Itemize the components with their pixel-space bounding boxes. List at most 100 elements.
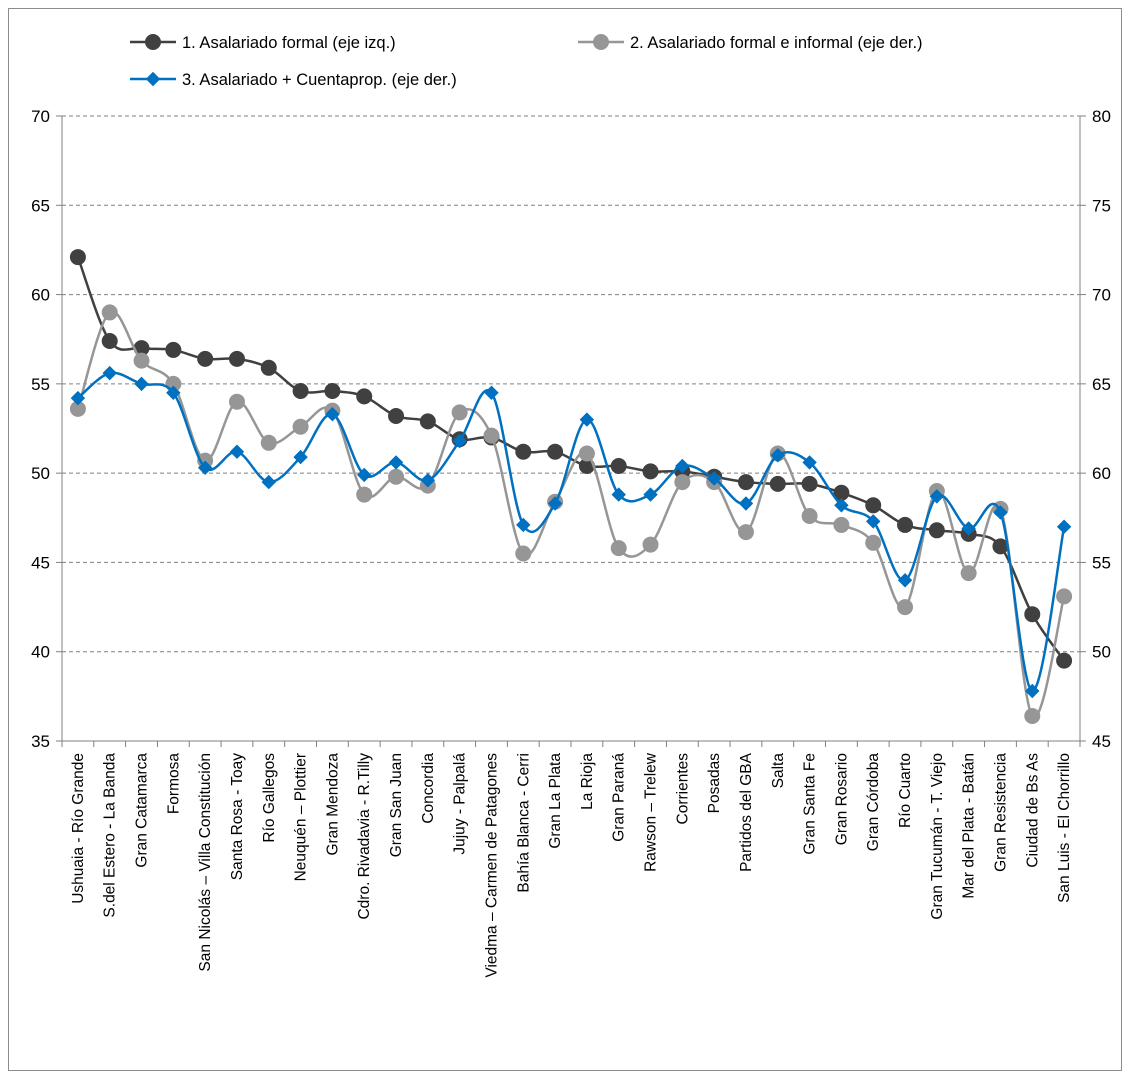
series-2-point: [674, 474, 691, 491]
series-2-point: [260, 434, 277, 451]
series-1-point: [737, 474, 754, 491]
series-3-point: [897, 573, 913, 588]
series-3-point: [802, 455, 817, 470]
right-tick-label: 50: [1092, 643, 1111, 662]
category-label: Viedma – Carmen de Patagones: [483, 753, 500, 978]
right-tick-label: 55: [1092, 553, 1111, 572]
series-1-point: [260, 359, 277, 376]
right-tick-label: 65: [1092, 375, 1111, 394]
series-1-point: [69, 249, 86, 266]
series-2-point: [737, 524, 754, 541]
series-3-point: [166, 385, 181, 400]
series-2-point: [960, 565, 977, 582]
category-label: Corrientes: [674, 753, 691, 825]
right-tick-label: 75: [1092, 196, 1111, 215]
series-2-point: [451, 404, 468, 421]
category-label: Posadas: [706, 753, 723, 814]
series-2-point: [865, 534, 882, 551]
series-2-point: [483, 427, 500, 444]
series-1-point: [165, 341, 182, 358]
left-tick-label: 55: [31, 375, 50, 394]
category-label: Gran Tucumán - T. Viejo: [929, 753, 946, 920]
legend-item-2: 2. Asalariado formal e informal (eje der…: [578, 34, 923, 52]
axes: [61, 116, 1081, 742]
right-tick-label: 60: [1092, 464, 1111, 483]
series-3-point: [197, 460, 213, 475]
series-2-point: [101, 304, 118, 321]
series-3-point: [134, 376, 149, 392]
series-3-point: [261, 474, 276, 490]
category-label: Mar del Plata - Batán: [961, 753, 978, 899]
series-3-point: [961, 521, 976, 536]
series-3-point: [738, 496, 754, 511]
series-3-point: [293, 449, 308, 465]
category-label: Cdro. Rivadavia - R.Tilly: [356, 753, 373, 920]
chart-frame: [8, 8, 1122, 1071]
left-tick-label: 45: [31, 553, 50, 572]
category-label: Gran Mendoza: [324, 753, 341, 856]
series-3-point: [866, 514, 881, 529]
series-1-point: [1056, 652, 1073, 669]
legend-item-3: 3. Asalariado + Cuentaprop. (eje der.): [130, 71, 457, 89]
series-1-point: [865, 497, 882, 514]
series-1-point: [642, 463, 659, 480]
left-tick-label: 35: [31, 732, 50, 751]
series-3-point: [1056, 519, 1072, 534]
left-tick-label: 40: [31, 643, 50, 662]
left-tick-label: 65: [31, 196, 50, 215]
category-label: Formosa: [165, 753, 182, 815]
right-tick-label: 70: [1092, 286, 1111, 305]
series-2: [69, 304, 1073, 724]
category-label: Ciudad de Bs As: [1024, 753, 1041, 868]
series-3-point: [325, 407, 340, 422]
series-1-point: [292, 383, 309, 399]
series-2-point: [610, 540, 627, 557]
category-label: Gran Córdoba: [865, 753, 882, 852]
left-tick-label: 50: [31, 464, 50, 483]
category-label: Río Gallegos: [261, 753, 278, 843]
series-3: [70, 365, 1072, 699]
category-label: San Nicolás – Villa Constitución: [197, 753, 214, 972]
series-1-point: [197, 350, 214, 367]
series-2-point: [833, 516, 850, 533]
series-1-point: [897, 516, 914, 533]
series-1-point: [769, 475, 786, 492]
series-1-point: [228, 350, 245, 367]
legend-marker: [593, 34, 609, 50]
series-3-point: [357, 467, 372, 483]
category-label: Partidos del GBA: [738, 752, 755, 872]
series-2-point: [228, 393, 245, 410]
series-2-point: [1056, 588, 1073, 605]
left-axis-ticks: 35 40 45 50 55 60 65 70: [31, 107, 62, 751]
category-label: S.del Estero - La Banda: [102, 753, 119, 918]
legend-label: 1. Asalariado formal (eje izq.): [182, 34, 396, 52]
series-2-point: [356, 486, 373, 503]
series-3-point: [834, 498, 849, 513]
series-3-point: [929, 489, 945, 504]
category-label: San Luis - El Chorrillo: [1056, 753, 1073, 903]
series-2-point: [292, 418, 309, 435]
series-1-point: [801, 475, 818, 492]
series-1-point: [324, 383, 341, 399]
category-label: Jujuy - Palpalá: [452, 753, 469, 855]
category-label: Río Cuarto: [897, 753, 914, 828]
series-2-line: [76, 310, 1066, 719]
series-3-point: [420, 473, 436, 488]
category-label: Santa Rosa - Toay: [229, 753, 246, 880]
series-3-point: [547, 496, 563, 511]
right-axis-ticks: 45 50 55 60 65 70 75 80: [1080, 107, 1111, 751]
series-1-point: [356, 388, 373, 405]
series-3-point: [770, 448, 785, 463]
series-3-point: [102, 365, 117, 381]
legend-marker: [145, 71, 161, 87]
series-3-point: [611, 487, 626, 502]
category-label: Gran Catamarca: [134, 753, 151, 868]
series-1-point: [610, 458, 627, 474]
category-label: Gran Rosario: [833, 753, 850, 845]
legend-label: 3. Asalariado + Cuentaprop. (eje der.): [182, 71, 457, 89]
legend-item-1: 1. Asalariado formal (eje izq.): [130, 34, 396, 52]
series-3-point: [643, 487, 658, 502]
right-tick-label: 80: [1092, 107, 1111, 126]
series-1-point: [928, 522, 945, 539]
legend: 1. Asalariado formal (eje izq.) 2. Asalar…: [130, 34, 923, 89]
